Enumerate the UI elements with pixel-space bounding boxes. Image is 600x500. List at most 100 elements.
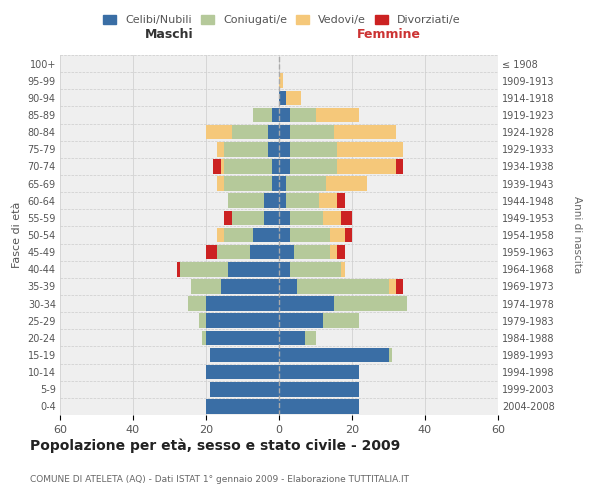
Bar: [290, 228, 330, 242]
Bar: [279, 90, 286, 105]
Bar: [279, 142, 290, 156]
Bar: [389, 348, 392, 362]
Bar: [250, 245, 279, 260]
Bar: [206, 125, 232, 140]
Bar: [279, 245, 293, 260]
Bar: [337, 194, 344, 208]
Text: COMUNE DI ATELETA (AQ) - Dati ISTAT 1° gennaio 2009 - Elaborazione TUTTITALIA.IT: COMUNE DI ATELETA (AQ) - Dati ISTAT 1° g…: [30, 476, 409, 484]
Bar: [217, 228, 224, 242]
Bar: [228, 194, 265, 208]
Bar: [279, 279, 297, 293]
Bar: [319, 194, 337, 208]
Bar: [279, 125, 290, 140]
Bar: [272, 176, 279, 191]
Bar: [224, 142, 268, 156]
Bar: [265, 194, 279, 208]
Bar: [188, 296, 206, 311]
Bar: [305, 330, 316, 345]
Bar: [326, 176, 367, 191]
Bar: [279, 296, 334, 311]
Bar: [224, 159, 272, 174]
Bar: [279, 210, 290, 225]
Bar: [279, 382, 359, 396]
Bar: [279, 194, 286, 208]
Bar: [206, 365, 279, 380]
Bar: [279, 74, 283, 88]
Bar: [181, 262, 228, 276]
Bar: [286, 176, 326, 191]
Bar: [290, 262, 341, 276]
Bar: [209, 348, 279, 362]
Text: Maschi: Maschi: [145, 28, 194, 42]
Bar: [344, 228, 352, 242]
Bar: [214, 159, 221, 174]
Bar: [279, 228, 290, 242]
Bar: [330, 228, 345, 242]
Bar: [337, 159, 396, 174]
Bar: [209, 382, 279, 396]
Bar: [337, 142, 403, 156]
Bar: [330, 245, 337, 260]
Bar: [221, 279, 279, 293]
Bar: [279, 399, 359, 413]
Bar: [206, 296, 279, 311]
Bar: [323, 314, 359, 328]
Bar: [290, 159, 337, 174]
Bar: [396, 159, 403, 174]
Bar: [286, 194, 319, 208]
Y-axis label: Fasce di età: Fasce di età: [12, 202, 22, 268]
Bar: [293, 245, 330, 260]
Bar: [286, 90, 301, 105]
Bar: [290, 210, 323, 225]
Bar: [279, 365, 359, 380]
Bar: [224, 210, 232, 225]
Bar: [268, 142, 279, 156]
Bar: [272, 159, 279, 174]
Bar: [206, 330, 279, 345]
Bar: [337, 245, 344, 260]
Bar: [279, 262, 290, 276]
Bar: [228, 262, 279, 276]
Bar: [316, 108, 359, 122]
Bar: [177, 262, 181, 276]
Bar: [279, 348, 389, 362]
Bar: [290, 125, 334, 140]
Bar: [199, 314, 206, 328]
Bar: [253, 108, 272, 122]
Bar: [221, 159, 224, 174]
Bar: [334, 125, 396, 140]
Bar: [232, 210, 265, 225]
Bar: [224, 176, 272, 191]
Text: Popolazione per età, sesso e stato civile - 2009: Popolazione per età, sesso e stato civil…: [30, 438, 400, 453]
Bar: [279, 314, 323, 328]
Bar: [323, 210, 341, 225]
Bar: [389, 279, 396, 293]
Bar: [279, 330, 305, 345]
Bar: [279, 176, 286, 191]
Bar: [341, 210, 352, 225]
Bar: [217, 245, 250, 260]
Bar: [341, 262, 344, 276]
Bar: [202, 330, 206, 345]
Bar: [191, 279, 221, 293]
Bar: [272, 108, 279, 122]
Bar: [396, 279, 403, 293]
Bar: [279, 108, 290, 122]
Y-axis label: Anni di nascita: Anni di nascita: [572, 196, 581, 274]
Bar: [206, 314, 279, 328]
Legend: Celibi/Nubili, Coniugati/e, Vedovi/e, Divorziati/e: Celibi/Nubili, Coniugati/e, Vedovi/e, Di…: [99, 10, 465, 30]
Bar: [217, 142, 224, 156]
Text: Femmine: Femmine: [356, 28, 421, 42]
Bar: [268, 125, 279, 140]
Bar: [224, 228, 253, 242]
Bar: [334, 296, 407, 311]
Bar: [297, 279, 389, 293]
Bar: [253, 228, 279, 242]
Bar: [279, 159, 290, 174]
Bar: [290, 108, 316, 122]
Bar: [265, 210, 279, 225]
Bar: [232, 125, 268, 140]
Bar: [217, 176, 224, 191]
Bar: [290, 142, 337, 156]
Bar: [206, 399, 279, 413]
